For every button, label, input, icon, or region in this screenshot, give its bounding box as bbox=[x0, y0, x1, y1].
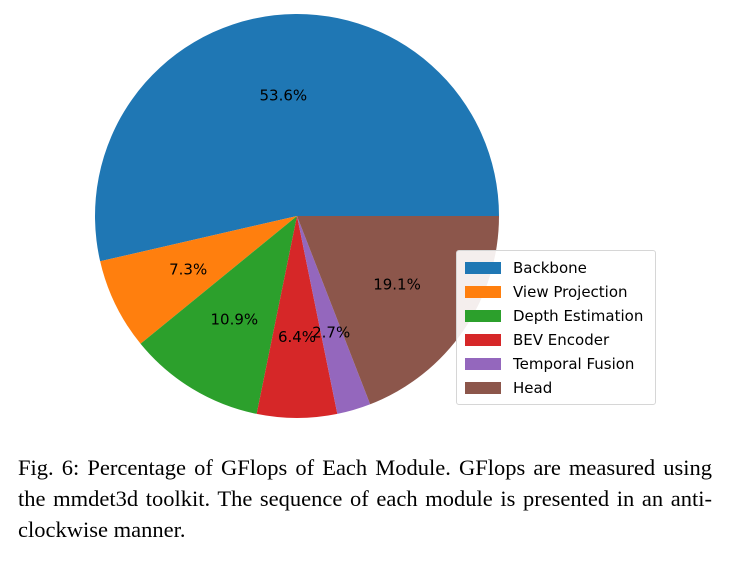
figure-caption: Fig. 6: Percentage of GFlops of Each Mod… bbox=[18, 455, 712, 542]
legend-item-temporal-fusion: Temporal Fusion bbox=[457, 352, 655, 376]
legend-item-view-projection: View Projection bbox=[457, 280, 655, 304]
legend: Backbone View Projection Depth Estimation B… bbox=[456, 250, 656, 405]
pie-slice-bev-encoder bbox=[256, 216, 338, 418]
pie-chart: 53.6% 7.3% 10.9% 6.4% 2.7% 19.1% Backbone View… bbox=[94, 14, 656, 418]
slice-label-bev-encoder: 6.4% bbox=[278, 328, 316, 346]
slice-label-depth-estimation: 10.9% bbox=[210, 311, 258, 329]
legend-item-backbone: Backbone bbox=[457, 256, 655, 280]
legend-label: Temporal Fusion bbox=[513, 355, 635, 373]
pie-chart-svg: 53.6% 7.3% 10.9% 6.4%2.7% 19.1% bbox=[94, 14, 499, 418]
legend-label: Head bbox=[513, 379, 553, 397]
legend-label: Depth Estimation bbox=[513, 307, 644, 325]
legend-item-head: Head bbox=[457, 376, 655, 400]
legend-item-depth-estimation: Depth Estimation bbox=[457, 304, 655, 328]
legend-swatch bbox=[465, 310, 501, 322]
slice-label-backbone: 53.6% bbox=[259, 87, 307, 105]
legend-label: Backbone bbox=[513, 259, 587, 277]
legend-item-bev-encoder: BEV Encoder bbox=[457, 328, 655, 352]
legend-swatch bbox=[465, 382, 501, 394]
legend-swatch bbox=[465, 358, 501, 370]
legend-label: View Projection bbox=[513, 283, 628, 301]
pie-slice-depth-estimation bbox=[140, 216, 297, 414]
pie-slice-view-projection bbox=[100, 216, 297, 344]
slice-label-view-projection: 7.3% bbox=[169, 260, 207, 278]
pie-slice-backbone bbox=[94, 14, 499, 262]
legend-label: BEV Encoder bbox=[513, 331, 610, 349]
legend-swatch bbox=[465, 286, 501, 298]
pie-slice-head bbox=[297, 216, 499, 405]
slice-label-head: 19.1% bbox=[373, 275, 421, 293]
pie-slice-temporal-fusion bbox=[297, 216, 371, 414]
slice-label-temporal-fusion: 2.7% bbox=[312, 323, 350, 341]
legend-swatch bbox=[465, 334, 501, 346]
legend-swatch bbox=[465, 262, 501, 274]
